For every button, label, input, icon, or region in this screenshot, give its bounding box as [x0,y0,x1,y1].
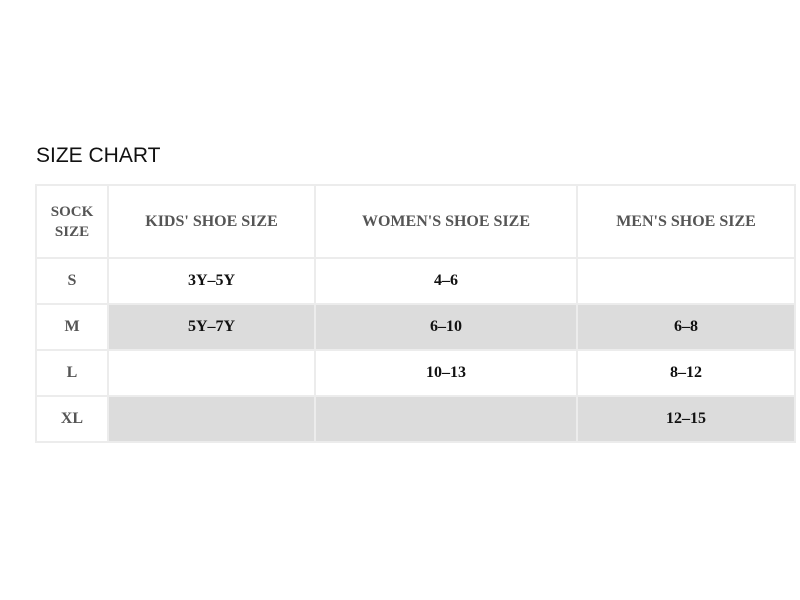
cell-mens [576,257,796,305]
cell-mens: 8–12 [576,349,796,397]
cell-womens: 4–6 [314,257,578,305]
cell-sock-size: S [35,257,109,305]
cell-kids: 3Y–5Y [107,257,316,305]
cell-sock-size: L [35,349,109,397]
cell-mens: 6–8 [576,303,796,351]
cell-kids [107,349,316,397]
cell-mens: 12–15 [576,395,796,443]
cell-sock-size: XL [35,395,109,443]
cell-kids: 5Y–7Y [107,303,316,351]
cell-womens [314,395,578,443]
table-row: S 3Y–5Y 4–6 [35,257,796,305]
table-row: XL 12–15 [35,395,796,443]
cell-womens: 10–13 [314,349,578,397]
table-row: M 5Y–7Y 6–10 6–8 [35,303,796,351]
header-womens: WOMEN'S SHOE SIZE [314,184,578,259]
header-row: SOCK SIZE KIDS' SHOE SIZE WOMEN'S SHOE S… [35,184,796,259]
cell-womens: 6–10 [314,303,578,351]
size-chart-table: SOCK SIZE KIDS' SHOE SIZE WOMEN'S SHOE S… [35,184,796,443]
page-title: SIZE CHART [36,144,161,167]
header-sock-size: SOCK SIZE [35,184,109,259]
cell-sock-size: M [35,303,109,351]
header-mens: MEN'S SHOE SIZE [576,184,796,259]
cell-kids [107,395,316,443]
header-kids: KIDS' SHOE SIZE [107,184,316,259]
table-row: L 10–13 8–12 [35,349,796,397]
